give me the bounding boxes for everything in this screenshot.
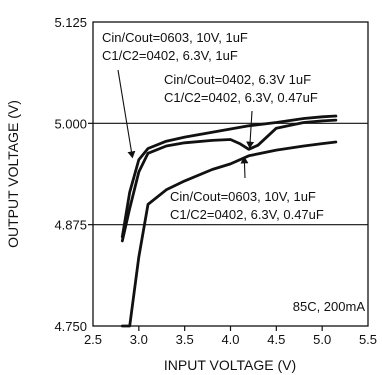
annotation-arrow-0 [117, 69, 136, 159]
x-tick-label-0: 2.5 [84, 332, 102, 347]
x-tick-label-1: 3.0 [130, 332, 148, 347]
y-tick-label-1: 4.875 [54, 218, 87, 233]
annotation-2-line-0: Cin/Cout=0603, 10V, 1uF [170, 189, 316, 204]
grid-lines [93, 122, 368, 226]
annotation-2-line-1: C1/C2=0402, 6.3V, 0.47uF [170, 207, 324, 222]
y-tick-label-0: 4.750 [54, 319, 87, 334]
annotation-1-line-0: Cin/Cout=0402, 6.3V 1uF [164, 72, 311, 87]
condition-label: 85C, 200mA [293, 299, 366, 314]
y-tick-label-2: 5.000 [54, 116, 87, 131]
annotations: Cin/Cout=0603, 10V, 1uF C1/C2=0402, 6.3V,… [102, 30, 324, 222]
axis-ticks: 4.750 4.875 5.000 5.125 2.5 3.0 3.5 4.0 4.5 5.0 5.… [54, 15, 377, 347]
x-tick-label-4: 4.5 [267, 332, 285, 347]
x-tick-label-2: 3.5 [176, 332, 194, 347]
series-lines [120, 114, 338, 328]
series-line-0 [120, 114, 338, 239]
series-line-2 [120, 140, 338, 328]
annotation-arrow-1 [246, 110, 255, 149]
x-tick-label-6: 5.5 [359, 332, 377, 347]
x-axis-label: INPUT VOLTAGE (V) [164, 357, 296, 373]
annotation-0-line-0: Cin/Cout=0603, 10V, 1uF [102, 30, 248, 45]
annotation-0-line-1: C1/C2=0402, 6.3V, 1uF [102, 48, 238, 63]
x-tick-label-5: 5.0 [313, 332, 331, 347]
y-axis-label: OUTPUT VOLTAGE (V) [5, 100, 21, 248]
x-tick-label-3: 4.0 [221, 332, 239, 347]
y-tick-label-3: 5.125 [54, 15, 87, 30]
annotation-1-line-1: C1/C2=0402, 6.3V, 0.47uF [164, 90, 318, 105]
annotation-arrow-2 [240, 156, 249, 179]
series-line-1 [120, 118, 338, 243]
